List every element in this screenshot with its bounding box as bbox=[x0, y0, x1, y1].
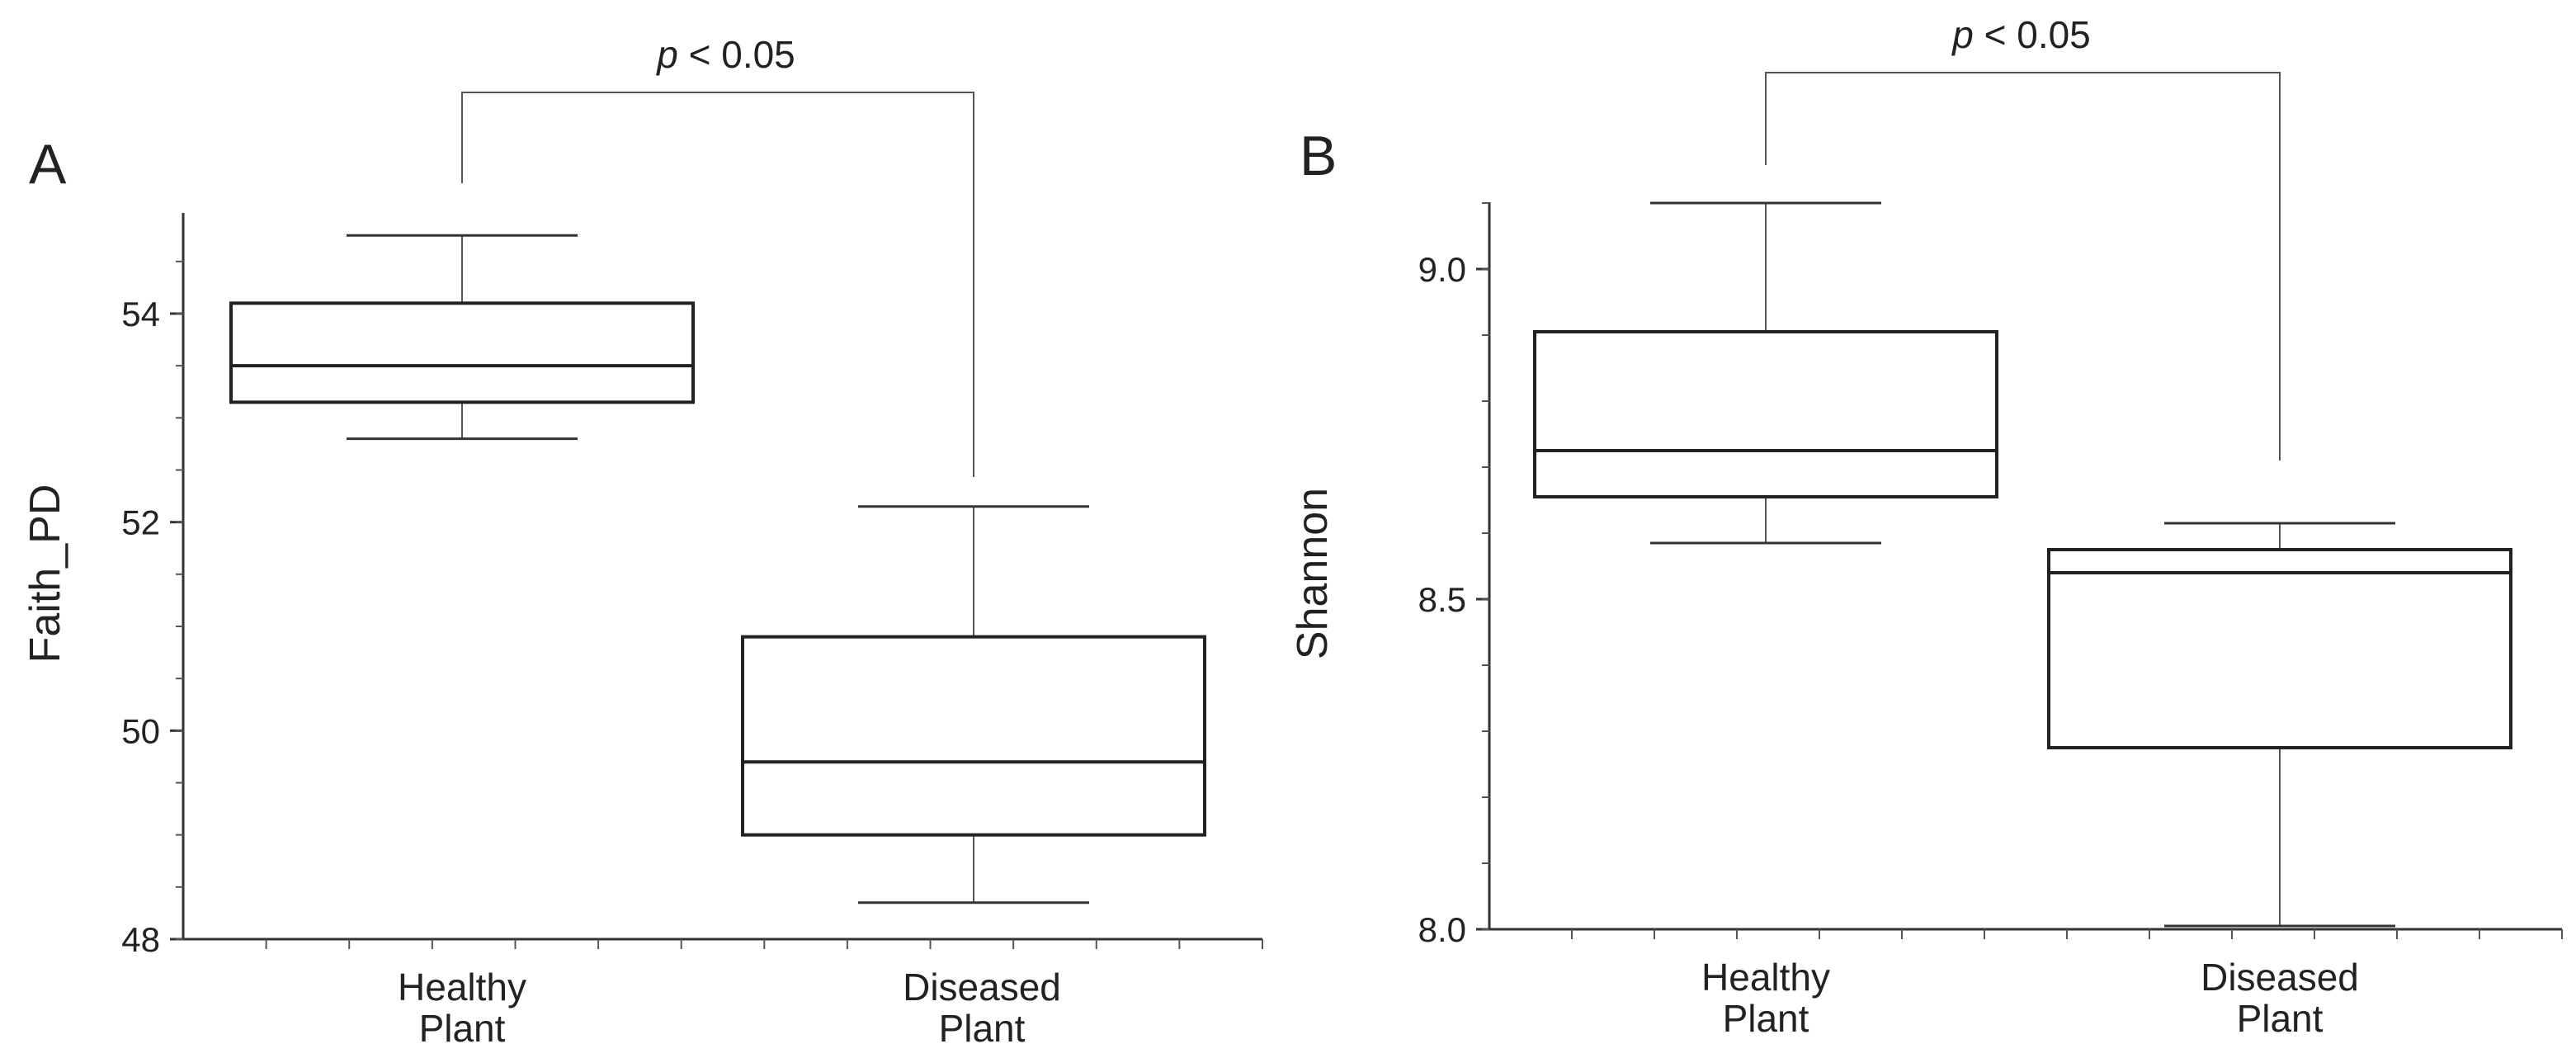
x-category-label: Diseased Plant bbox=[903, 966, 1061, 1050]
y-tick-label: 8.0 bbox=[1418, 910, 1466, 949]
box-iqr bbox=[2047, 548, 2512, 749]
box-iqr bbox=[741, 635, 1206, 837]
significance-bracket bbox=[1765, 72, 2281, 461]
y-axis-title: Shannon bbox=[1289, 488, 1337, 659]
y-tick-label: 54 bbox=[121, 295, 160, 333]
box-iqr bbox=[1533, 330, 1998, 498]
y-tick-label: 52 bbox=[121, 503, 160, 542]
x-category-label: Healthy Plant bbox=[1701, 956, 1830, 1040]
y-tick-label: 9.0 bbox=[1418, 250, 1466, 289]
panel-letter: A bbox=[29, 133, 67, 196]
panel-letter: B bbox=[1300, 125, 1337, 187]
y-tick-label: 8.5 bbox=[1418, 580, 1466, 619]
y-tick-label: 50 bbox=[121, 711, 160, 750]
significance-bracket bbox=[461, 92, 974, 477]
x-category-label: Healthy Plant bbox=[398, 966, 526, 1050]
significance-label: p < 0.05 bbox=[655, 33, 795, 76]
box-healthy bbox=[229, 234, 695, 441]
y-axis-title: Faith_PD bbox=[21, 484, 69, 664]
y-tick-label: 48 bbox=[121, 920, 160, 959]
box-iqr bbox=[229, 301, 695, 404]
box-diseased bbox=[741, 505, 1206, 904]
panel-b: B 8.0 8.5 9.0 Shannon Healthy Plant Diseased Pla… bbox=[1289, 13, 2563, 1040]
box-diseased bbox=[2047, 522, 2512, 928]
x-category-label: Diseased Plant bbox=[2201, 956, 2359, 1040]
box-healthy bbox=[1533, 201, 1998, 545]
panel-a: A 48 50 52 54 Faith_PD Healthy Plant Diseased Pla… bbox=[21, 33, 1263, 1050]
significance-label: p < 0.05 bbox=[1951, 13, 2091, 56]
